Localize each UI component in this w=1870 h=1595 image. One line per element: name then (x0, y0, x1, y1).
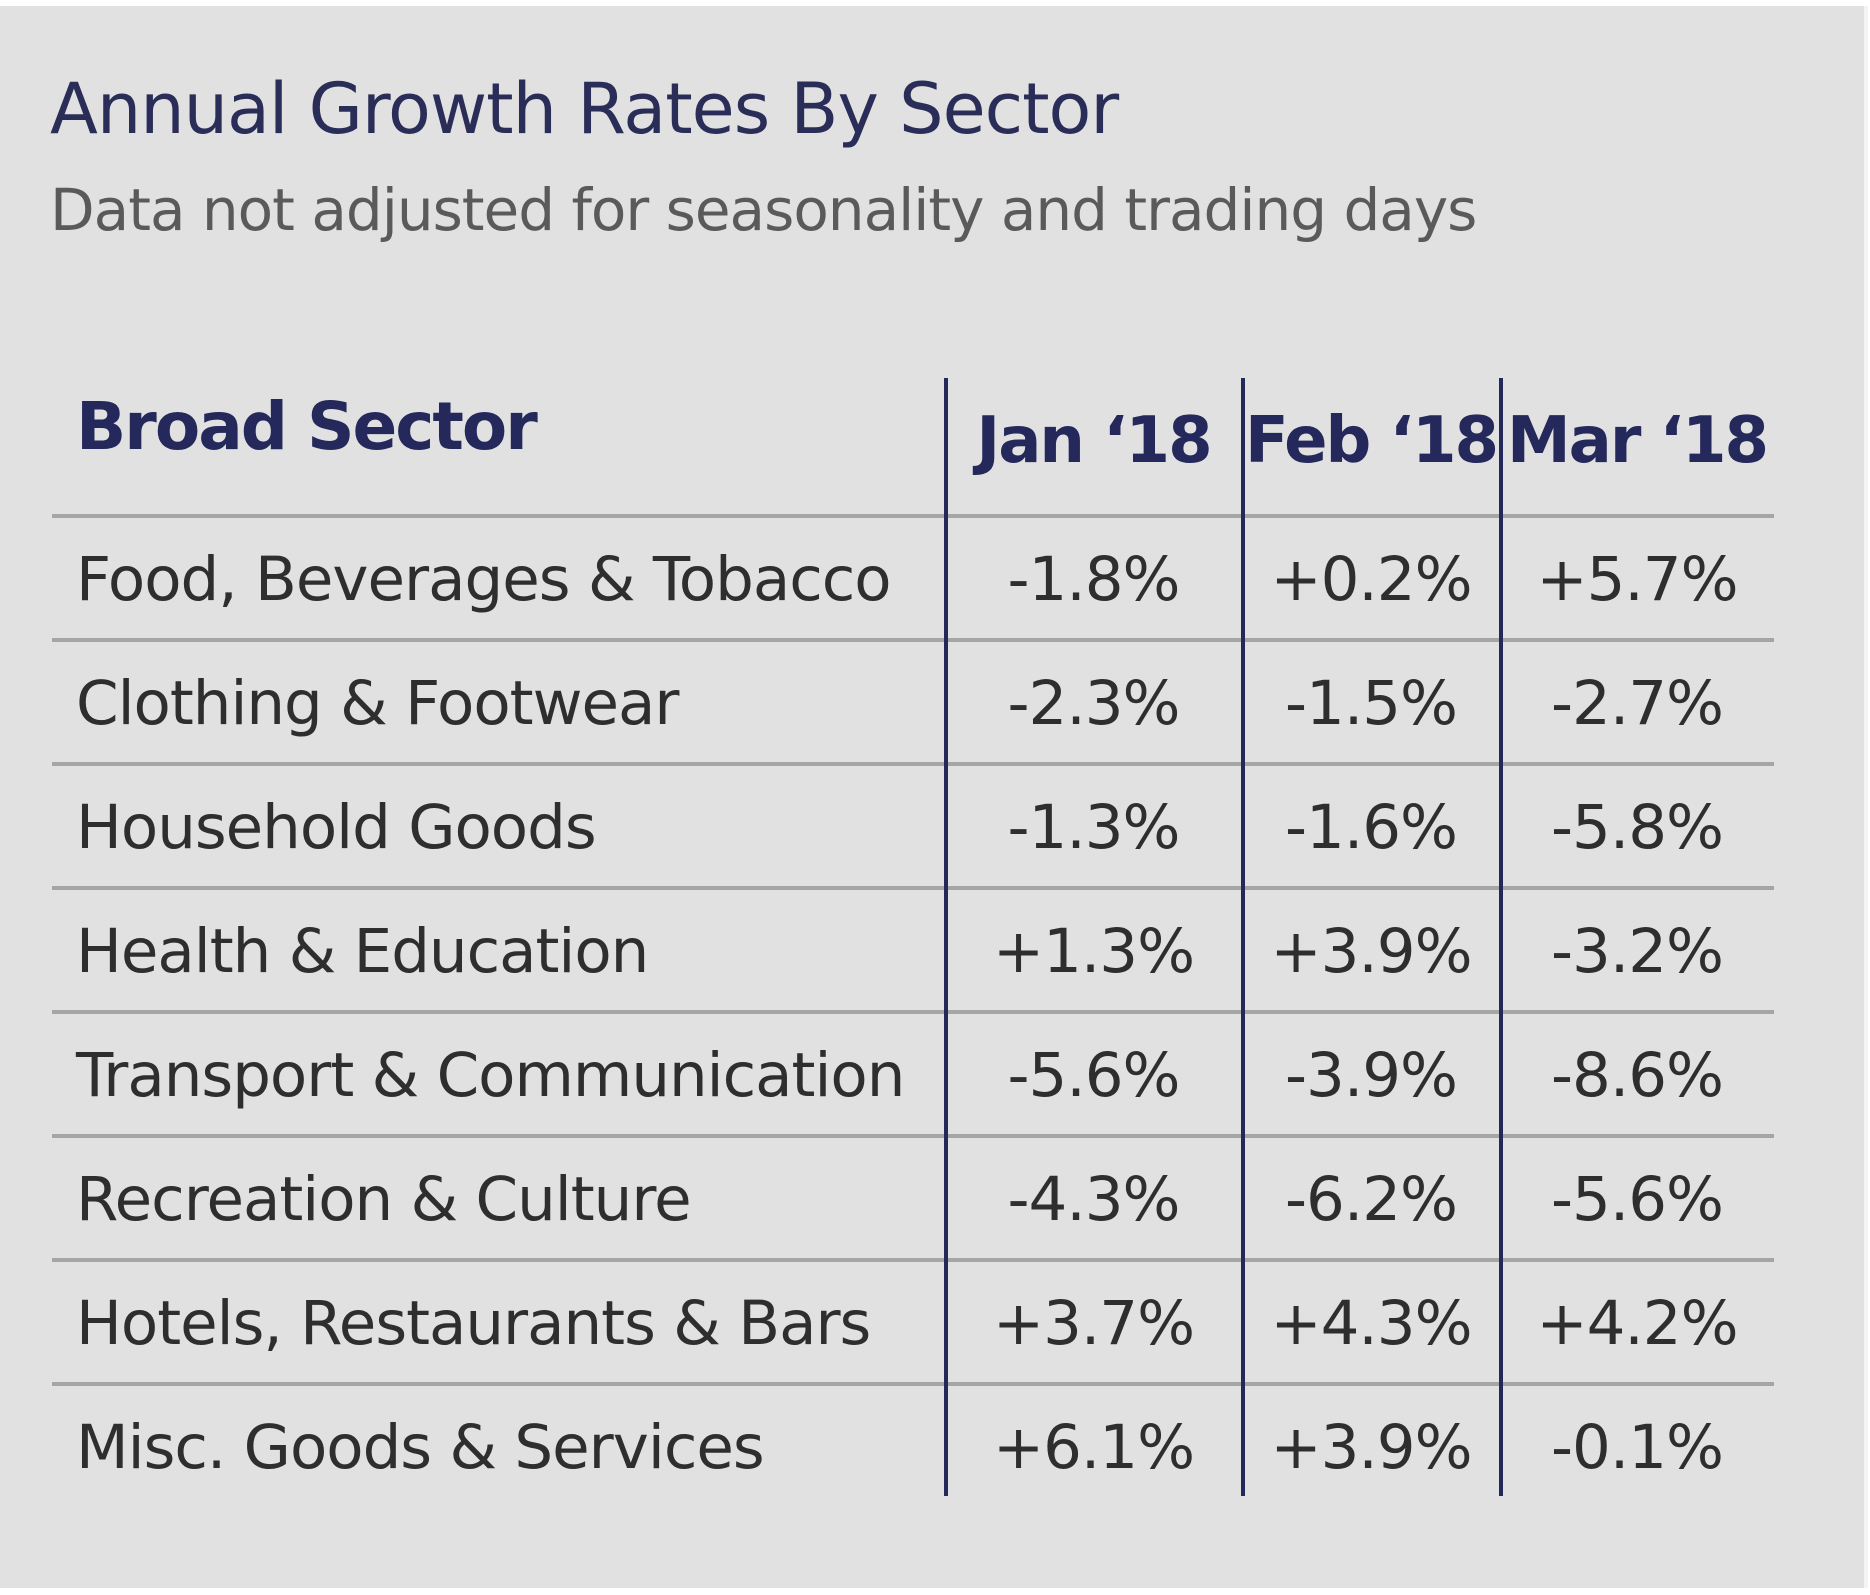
growth-value: -5.6% (1551, 1164, 1724, 1235)
header-broad-sector: Broad Sector (76, 388, 538, 465)
growth-value: +0.2% (1270, 544, 1472, 615)
growth-value: +3.9% (1270, 916, 1472, 987)
growth-value: -1.8% (1007, 544, 1181, 615)
growth-value: +4.3% (1270, 1288, 1472, 1359)
column-divider (1241, 378, 1245, 1496)
growth-value: +3.9% (1270, 1412, 1472, 1483)
growth-value: +5.7% (1536, 544, 1738, 615)
growth-value: -5.6% (1007, 1040, 1181, 1111)
growth-value: -2.7% (1551, 668, 1724, 739)
growth-value: -2.3% (1007, 668, 1181, 739)
row-rule (52, 514, 1774, 518)
row-rule (52, 638, 1774, 642)
row-rule (52, 1134, 1774, 1138)
growth-value: +3.7% (992, 1288, 1195, 1359)
sector-label: Clothing & Footwear (76, 668, 679, 739)
sector-label: Hotels, Restaurants & Bars (76, 1288, 871, 1359)
growth-value: -0.1% (1551, 1412, 1724, 1483)
growth-value: -1.6% (1285, 792, 1458, 863)
sector-label: Misc. Goods & Services (76, 1412, 765, 1483)
header-jan-18: Jan ‘18 (976, 404, 1212, 478)
column-divider (1499, 378, 1503, 1496)
row-rule (52, 762, 1774, 766)
table-title: Annual Growth Rates By Sector (50, 68, 1119, 150)
growth-value: -4.3% (1007, 1164, 1181, 1235)
growth-value: -3.2% (1551, 916, 1724, 987)
growth-value: -6.2% (1285, 1164, 1458, 1235)
growth-value: -3.9% (1285, 1040, 1458, 1111)
growth-value: -8.6% (1551, 1040, 1724, 1111)
row-rule (52, 1258, 1774, 1262)
growth-value: +1.3% (992, 916, 1195, 987)
growth-value: -5.8% (1551, 792, 1724, 863)
growth-rates-panel: Annual Growth Rates By Sector Data not a… (0, 6, 1868, 1588)
row-rule (52, 1382, 1774, 1386)
growth-value: +4.2% (1536, 1288, 1738, 1359)
header-mar-18: Mar ‘18 (1506, 404, 1769, 478)
table-subtitle: Data not adjusted for seasonality and tr… (50, 176, 1477, 244)
sector-label: Food, Beverages & Tobacco (76, 544, 892, 615)
growth-value: -1.5% (1285, 668, 1458, 739)
column-divider (944, 378, 948, 1496)
sector-label: Transport & Communication (76, 1040, 905, 1111)
growth-value: +6.1% (992, 1412, 1195, 1483)
header-feb-18: Feb ‘18 (1245, 404, 1499, 478)
growth-rates-table: Broad Sector Jan ‘18 Feb ‘18 Mar ‘18 Food, B… (52, 378, 1774, 1496)
row-rule (52, 1010, 1774, 1014)
growth-value: -1.3% (1007, 792, 1181, 863)
sector-label: Health & Education (76, 916, 649, 987)
sector-label: Recreation & Culture (76, 1164, 692, 1235)
sector-label: Household Goods (76, 792, 597, 863)
row-rule (52, 886, 1774, 890)
